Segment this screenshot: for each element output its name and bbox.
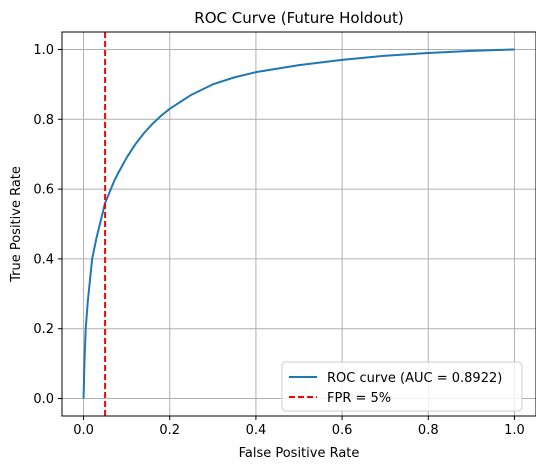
plot-frame [61,31,536,417]
plot-area [82,32,515,416]
grid [62,32,536,416]
x-tick-label: 0.2 [159,423,180,438]
series-group [82,32,515,416]
x-tick-label: 0.6 [332,423,353,438]
x-tick-label: 0.8 [418,423,439,438]
y-axis-label: True Positive Rate [9,166,24,283]
x-ticks: 0.0 0.2 0.4 0.6 0.8 1.0 [73,416,525,438]
y-tick-label: 1.0 [33,43,54,58]
legend: ROC curve (AUC = 0.8922) FPR = 5% [281,361,523,412]
y-tick-label: 0.8 [33,113,54,128]
x-tick-label: 1.0 [504,423,525,438]
x-tick-label: 0.0 [73,423,94,438]
y-tick-label: 0.4 [33,252,54,267]
x-tick-label: 0.4 [246,423,267,438]
y-tick-label: 0.0 [33,392,54,407]
roc-curve-line [82,48,515,399]
legend-label-fpr: FPR = 5% [327,391,391,406]
legend-label-roc: ROC curve (AUC = 0.8922) [327,371,502,386]
y-tick-label: 0.6 [33,183,54,198]
x-axis-label: False Positive Rate [239,446,360,461]
y-ticks: 0.0 0.2 0.4 0.6 0.8 1.0 [33,43,62,407]
legend-box [281,361,523,412]
y-tick-label: 0.2 [33,322,54,337]
chart-title: ROC Curve (Future Holdout) [194,9,403,27]
